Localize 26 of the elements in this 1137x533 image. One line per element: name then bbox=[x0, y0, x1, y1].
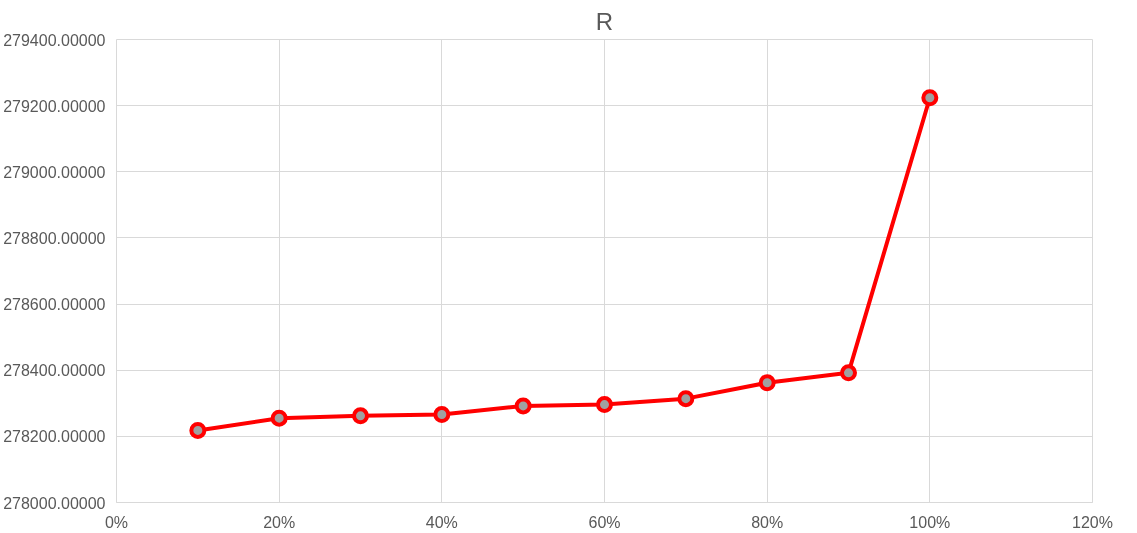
y-tick-label: 278000.00000 bbox=[3, 494, 106, 512]
point bbox=[189, 421, 207, 439]
point bbox=[677, 390, 695, 408]
y-tick-label: 278600.00000 bbox=[3, 296, 106, 314]
point bbox=[758, 374, 776, 392]
x-tick-label: 120% bbox=[1072, 513, 1113, 531]
point bbox=[840, 364, 857, 382]
point bbox=[596, 396, 613, 414]
y-tick-label: 279200.00000 bbox=[3, 97, 106, 115]
x-tick-label: 60% bbox=[588, 513, 621, 531]
x-tick-label: 0% bbox=[104, 513, 129, 531]
point bbox=[433, 406, 451, 424]
y-tick-label: 278400.00000 bbox=[3, 362, 106, 380]
y-tick-label: 278200.00000 bbox=[3, 428, 106, 446]
y-tick-label: 279000.00000 bbox=[3, 163, 106, 181]
point bbox=[921, 89, 939, 107]
x-tick-label: 80% bbox=[751, 513, 784, 531]
y-tick-label: 278800.00000 bbox=[3, 229, 106, 247]
point bbox=[270, 409, 288, 427]
y-tick-label: 279400.00000 bbox=[3, 31, 106, 49]
x-tick-label: 40% bbox=[425, 513, 458, 531]
point bbox=[352, 407, 369, 425]
x-tick-label: 20% bbox=[263, 513, 296, 531]
point bbox=[514, 397, 532, 415]
chart-title: R bbox=[595, 7, 614, 35]
x-tick-label: 100% bbox=[909, 513, 951, 531]
